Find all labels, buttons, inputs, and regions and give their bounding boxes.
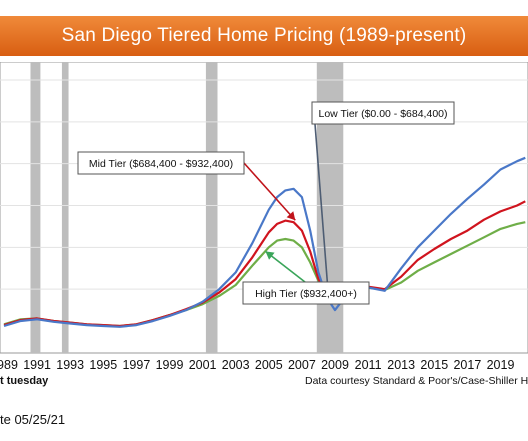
recession-band-0	[30, 62, 41, 353]
annotation-arrow-1	[243, 162, 296, 221]
annotation-box-0	[311, 101, 455, 125]
chart-svg: Low Tier ($0.00 - $684,400) Mid Tier ($68…	[0, 62, 528, 372]
x-axis-ticks: 1989 1991 1993 1995 1997 1999 2001 2003 2005 2007…	[0, 358, 514, 372]
recession-band-1	[61, 62, 69, 353]
x-tick-label: 2009	[321, 358, 349, 372]
x-tick-label: 2003	[222, 358, 250, 372]
chart-area: Low Tier ($0.00 - $684,400) Mid Tier ($68…	[0, 62, 528, 378]
x-tick-label: 1991	[23, 358, 51, 372]
x-tick-label: 1999	[156, 358, 184, 372]
annotations: Low Tier ($0.00 - $684,400) Mid Tier ($68…	[77, 101, 455, 305]
data-source-credit: Data courtesy Standard & Poor's/Case-Shi…	[305, 375, 528, 387]
recession-band-2	[205, 62, 218, 353]
x-tick-label: 1995	[89, 358, 117, 372]
x-tick-label: 2017	[453, 358, 481, 372]
series-lines	[3, 156, 526, 328]
annotation-label-2: High Tier ($932,400+)	[255, 288, 357, 300]
chart-title: San Diego Tiered Home Pricing (1989-pres…	[0, 16, 528, 56]
x-tick-label: 2007	[288, 358, 316, 372]
annotation-arrowhead-1	[286, 211, 296, 221]
x-tick-label: 2011	[355, 358, 382, 372]
annotation-arrowhead-2	[265, 251, 275, 260]
annotation-box-1	[77, 151, 245, 175]
gridlines	[0, 79, 528, 290]
x-tick-label: 1993	[56, 358, 84, 372]
annotation-label-0: Low Tier ($0.00 - $684,400)	[319, 108, 448, 120]
x-tick-label: 2013	[387, 358, 415, 372]
x-tick-label: 1997	[122, 358, 150, 372]
x-tick-label: 2005	[255, 358, 283, 372]
x-tick-label: 2015	[420, 358, 448, 372]
x-tick-label: 1989	[0, 358, 18, 372]
annotation-box-2	[242, 281, 370, 305]
annotation-label-1: Mid Tier ($684,400 - $932,400)	[89, 158, 233, 170]
x-tick-label: 2019	[487, 358, 515, 372]
update-date-note: te 05/25/21	[0, 412, 66, 427]
x-tick-label: 2001	[189, 358, 217, 372]
series-line-0	[3, 156, 526, 328]
annotation-arrow-2	[264, 250, 306, 283]
source-left-text: t tuesday	[0, 375, 49, 387]
annotation-arrow-0	[314, 123, 330, 296]
